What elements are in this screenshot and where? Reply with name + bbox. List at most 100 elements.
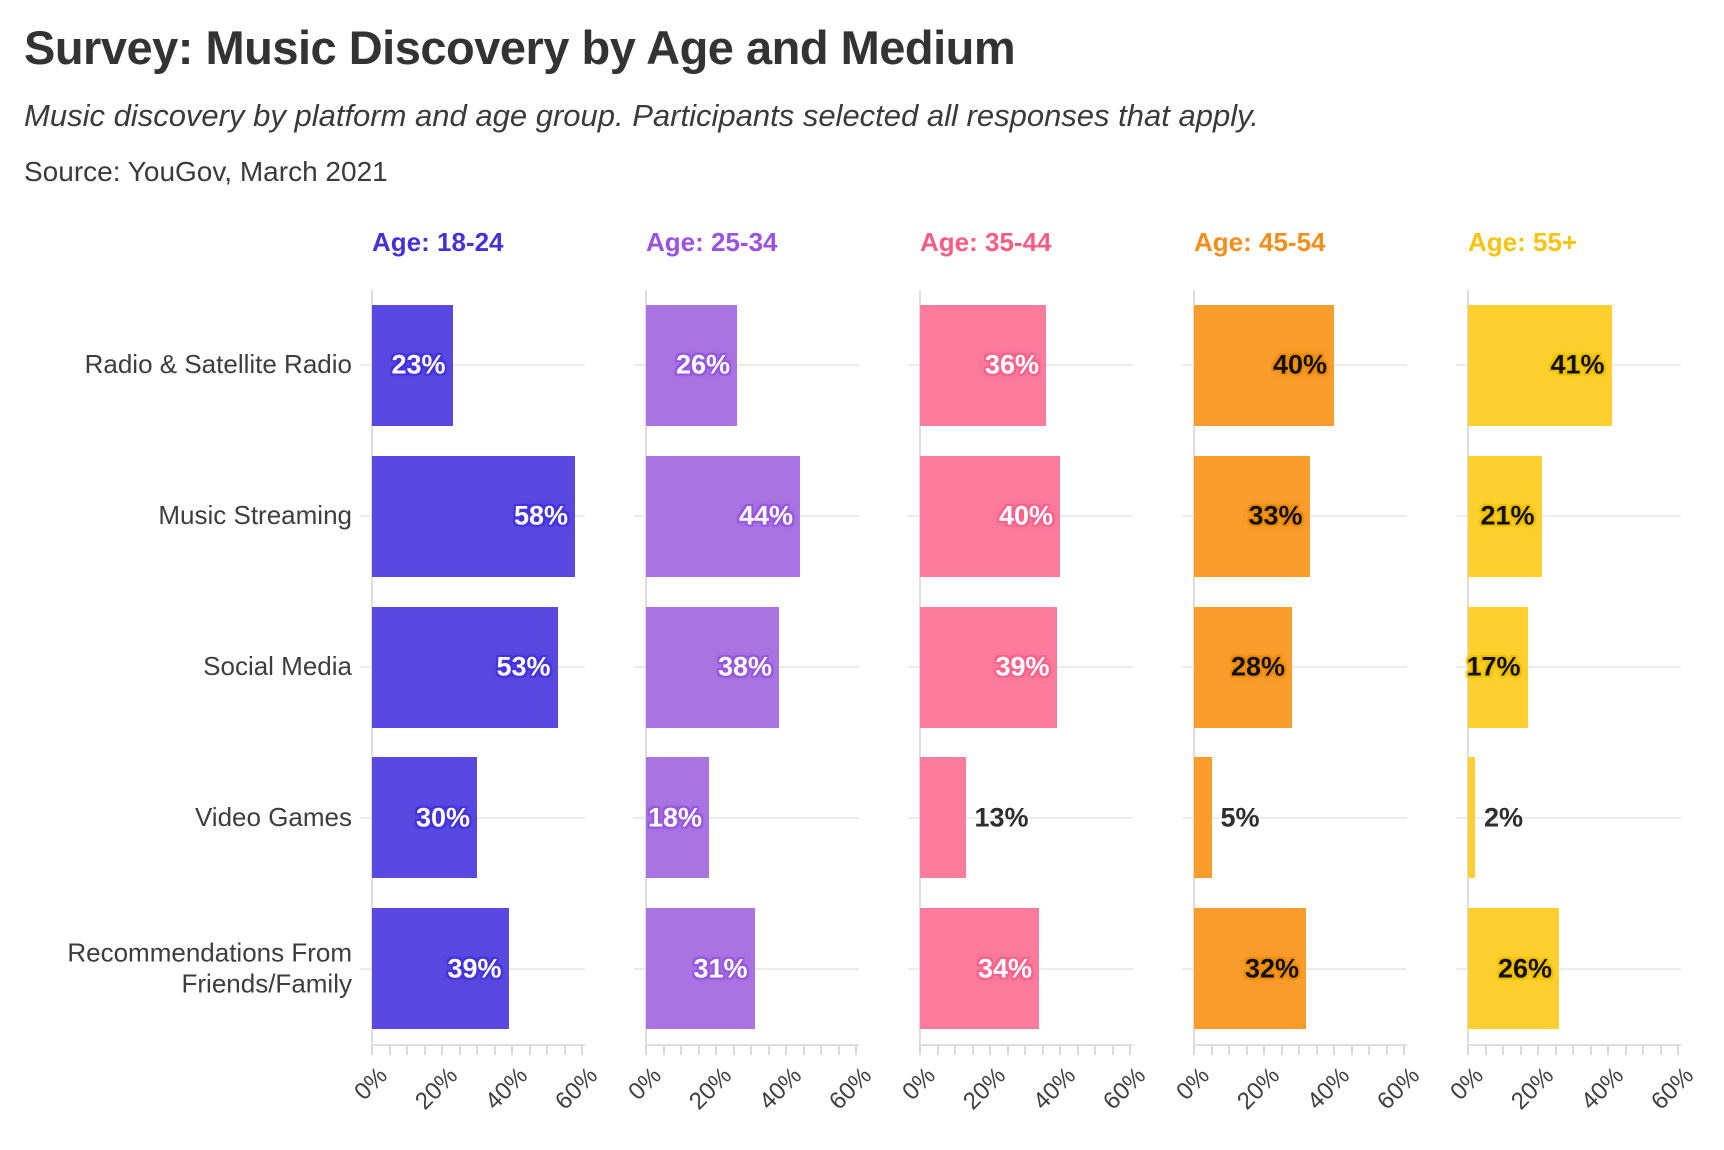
x-axis-tick-label: 0% bbox=[1171, 1062, 1216, 1106]
x-axis-tick bbox=[1467, 1046, 1469, 1055]
bar bbox=[920, 757, 966, 879]
x-axis-tick-label: 20% bbox=[1232, 1062, 1286, 1116]
bar-value-label: 30% bbox=[415, 802, 470, 833]
x-axis-tick bbox=[581, 1046, 583, 1055]
bar bbox=[646, 757, 709, 879]
bar bbox=[372, 455, 575, 577]
bar bbox=[646, 908, 755, 1030]
bar bbox=[920, 304, 1046, 426]
bar-value-label: 40% bbox=[1272, 349, 1327, 380]
x-axis-tick bbox=[1677, 1046, 1679, 1055]
x-axis-tick bbox=[423, 1046, 426, 1055]
bar-value-label-outside: 5% bbox=[1220, 802, 1260, 833]
bar-value-label: 18% bbox=[647, 802, 702, 833]
x-axis-tick bbox=[546, 1046, 548, 1055]
row-gridline bbox=[1456, 515, 1681, 518]
x-axis-tick bbox=[715, 1046, 717, 1055]
bar-value-label-outside: 2% bbox=[1484, 802, 1524, 833]
x-axis-tick bbox=[1245, 1046, 1248, 1055]
category-label: Music Streaming bbox=[158, 500, 352, 531]
bar-value-label: 23% bbox=[391, 349, 446, 380]
bar-value-label: 26% bbox=[1497, 953, 1552, 984]
x-axis-tick bbox=[645, 1046, 647, 1055]
x-axis-tick bbox=[511, 1046, 513, 1055]
bar bbox=[1194, 606, 1292, 728]
x-axis-tick bbox=[1642, 1046, 1644, 1055]
bar bbox=[372, 757, 477, 879]
x-axis-tick-label: 40% bbox=[754, 1062, 808, 1116]
x-axis-tick bbox=[493, 1046, 496, 1055]
bar bbox=[646, 606, 779, 728]
x-axis-tick bbox=[1659, 1046, 1662, 1055]
bar-value-label: 39% bbox=[447, 953, 502, 984]
bar bbox=[1194, 757, 1212, 879]
x-axis-line bbox=[919, 1044, 1133, 1046]
row-gridline bbox=[634, 364, 859, 367]
x-axis-tick-label: 40% bbox=[1028, 1062, 1082, 1116]
bar-value-label: 32% bbox=[1244, 953, 1299, 984]
x-axis-tick bbox=[971, 1046, 974, 1055]
bar-value-label: 26% bbox=[675, 349, 730, 380]
x-axis-tick-label: 20% bbox=[410, 1062, 464, 1116]
x-axis-tick-label: 60% bbox=[550, 1062, 604, 1116]
x-axis-tick bbox=[989, 1046, 991, 1055]
x-axis-tick-label: 60% bbox=[1098, 1062, 1152, 1116]
x-axis-tick bbox=[1298, 1046, 1300, 1055]
bar-value-label: 28% bbox=[1230, 651, 1285, 682]
x-axis-tick bbox=[388, 1046, 391, 1055]
x-axis-tick-label: 40% bbox=[1302, 1062, 1356, 1116]
x-axis-tick bbox=[1228, 1046, 1230, 1055]
bar bbox=[920, 606, 1057, 728]
x-axis-tick bbox=[371, 1046, 373, 1055]
bar bbox=[372, 606, 558, 728]
x-axis-tick bbox=[1315, 1046, 1318, 1055]
chart-source: Source: YouGov, March 2021 bbox=[24, 156, 388, 187]
x-axis-tick bbox=[1624, 1046, 1627, 1055]
row-gridline bbox=[908, 816, 1133, 819]
x-axis-tick bbox=[441, 1046, 443, 1055]
x-axis-tick bbox=[1076, 1046, 1079, 1055]
panel-header-age-group: Age: 18-24 bbox=[372, 227, 504, 257]
x-axis-tick bbox=[1403, 1046, 1405, 1055]
bar bbox=[1468, 606, 1528, 728]
x-axis-tick bbox=[767, 1046, 770, 1055]
row-gridline bbox=[1182, 666, 1407, 668]
x-axis-tick bbox=[1385, 1046, 1388, 1055]
bar-value-label: 53% bbox=[496, 651, 551, 682]
x-axis-tick-label: 20% bbox=[1506, 1062, 1560, 1116]
row-gridline bbox=[634, 816, 859, 819]
x-axis-tick bbox=[1572, 1046, 1574, 1055]
x-axis-tick bbox=[1129, 1046, 1131, 1055]
x-axis-tick bbox=[1059, 1046, 1061, 1055]
x-axis-tick bbox=[936, 1046, 939, 1055]
bar bbox=[1194, 304, 1334, 426]
chart-title: Survey: Music Discovery by Age and Mediu… bbox=[24, 21, 1016, 74]
bar bbox=[1468, 908, 1559, 1030]
x-axis-tick bbox=[1502, 1046, 1504, 1055]
x-axis-tick bbox=[528, 1046, 531, 1055]
bar bbox=[1468, 757, 1475, 879]
row-gridline bbox=[360, 364, 585, 367]
x-axis-tick bbox=[919, 1046, 921, 1055]
x-axis-tick bbox=[563, 1046, 566, 1055]
x-axis-tick bbox=[1280, 1046, 1283, 1055]
panel-header-age-group: Age: 25-34 bbox=[646, 227, 778, 257]
x-axis-tick-label: 40% bbox=[1576, 1062, 1630, 1116]
row-gridline bbox=[1456, 967, 1681, 970]
x-axis-tick-label: 40% bbox=[480, 1062, 534, 1116]
bar-value-label: 33% bbox=[1248, 500, 1303, 531]
x-axis-line bbox=[1467, 1044, 1681, 1046]
x-axis-tick bbox=[1041, 1046, 1044, 1055]
panel-header-age-group: Age: 35-44 bbox=[920, 227, 1052, 257]
category-label: Video Games bbox=[194, 801, 352, 832]
x-axis-tick bbox=[458, 1046, 461, 1055]
row-gridline bbox=[1456, 816, 1681, 819]
x-axis-tick-label: 0% bbox=[623, 1062, 668, 1106]
x-axis-tick bbox=[1263, 1046, 1265, 1055]
x-axis-tick bbox=[1368, 1046, 1370, 1055]
x-axis-tick bbox=[1350, 1046, 1353, 1055]
bar-value-label: 41% bbox=[1550, 349, 1605, 380]
bar-value-label: 40% bbox=[998, 500, 1053, 531]
